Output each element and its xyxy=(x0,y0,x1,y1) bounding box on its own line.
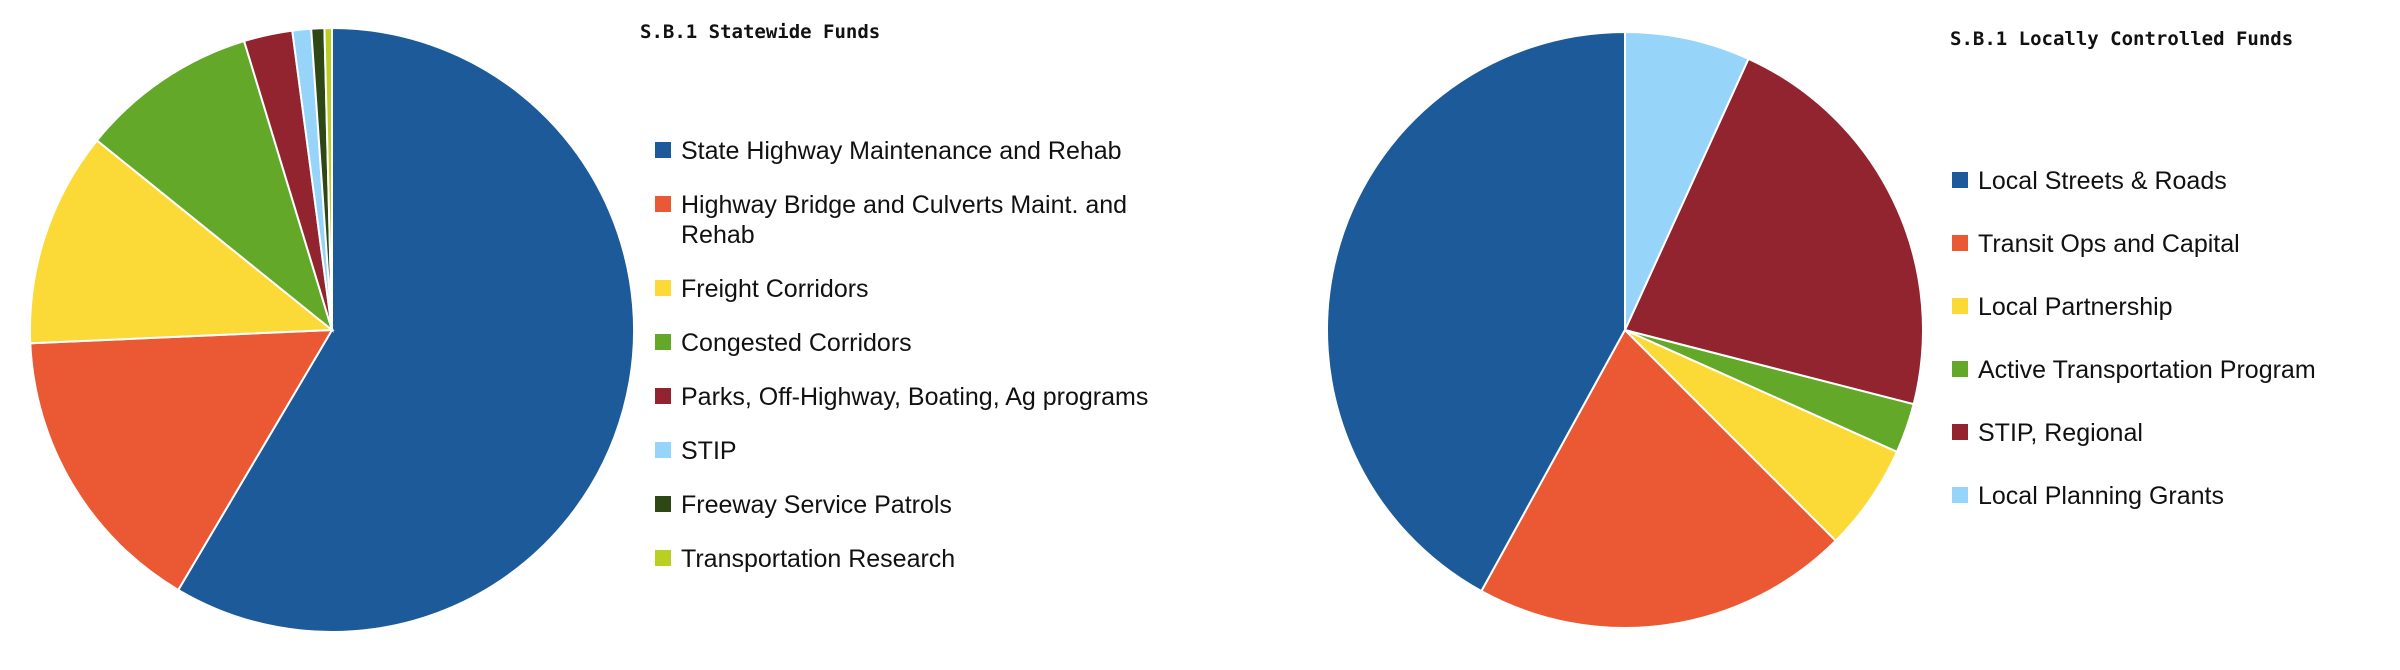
legend-label: Local Streets & Roads xyxy=(1978,167,2227,195)
legend-swatch xyxy=(1952,487,1968,503)
legend-swatch xyxy=(1952,298,1968,314)
legend-swatch xyxy=(1952,235,1968,251)
legend-item-state-highway-maintenance-and-rehab: State Highway Maintenance and Rehab xyxy=(655,137,1122,165)
locally-controlled-funds-chart: S.B.1 Locally Controlled Funds Local Str… xyxy=(1326,28,2316,629)
legend-item-local-streets-and-roads: Local Streets & Roads xyxy=(1952,167,2227,195)
legend-item-highway-bridge-and-culverts-maint-and-rehab: Highway Bridge and Culverts Maint. andRe… xyxy=(655,191,1127,249)
legend-label: Local Planning Grants xyxy=(1978,482,2224,510)
legend-label: Highway Bridge and Culverts Maint. and xyxy=(681,191,1127,219)
pie xyxy=(1326,30,1924,629)
legend-label: Freight Corridors xyxy=(681,275,869,303)
legend: Local Streets & Roads Transit Ops and Cap… xyxy=(1952,167,2316,510)
pie-slice-transportation-research xyxy=(323,26,333,331)
legend-label: STIP, Regional xyxy=(1978,419,2143,447)
legend-label: Transit Ops and Capital xyxy=(1978,230,2240,258)
pie xyxy=(28,26,636,633)
pie-slice-transit-ops-and-capital xyxy=(1480,328,1838,629)
legend: State Highway Maintenance and Rehab Highw… xyxy=(655,137,1148,573)
legend-label: Freeway Service Patrols xyxy=(681,491,952,519)
legend-swatch xyxy=(655,334,671,350)
legend-label: Rehab xyxy=(681,221,755,249)
legend-item-freeway-service-patrols: Freeway Service Patrols xyxy=(655,491,952,519)
legend-swatch xyxy=(655,550,671,566)
legend-swatch xyxy=(655,196,671,212)
pie-slice-local-streets-and-roads xyxy=(1326,30,1626,593)
legend-item-local-partnership: Local Partnership xyxy=(1952,293,2173,321)
legend-label: Active Transportation Program xyxy=(1978,356,2316,384)
pie-slice-congested-corridors xyxy=(95,39,334,333)
legend-swatch xyxy=(655,388,671,404)
legend-label: Congested Corridors xyxy=(681,329,912,357)
legend-label: Parks, Off-Highway, Boating, Ag programs xyxy=(681,383,1148,411)
legend-item-stip-regional: STIP, Regional xyxy=(1952,419,2143,447)
legend-item-local-planning-grants: Local Planning Grants xyxy=(1952,482,2224,510)
legend-label: STIP xyxy=(681,437,737,465)
legend-item-congested-corridors: Congested Corridors xyxy=(655,329,912,357)
legend-swatch xyxy=(655,142,671,158)
legend-item-active-transportation-program: Active Transportation Program xyxy=(1952,356,2316,384)
pie-slice-freight-corridors xyxy=(28,139,335,345)
legend-label: Transportation Research xyxy=(681,545,955,573)
chart-title: S.B.1 Locally Controlled Funds xyxy=(1950,28,2293,50)
legend-item-freight-corridors: Freight Corridors xyxy=(655,275,869,303)
legend-swatch xyxy=(1952,172,1968,188)
legend-swatch xyxy=(655,280,671,296)
pie-slice-highway-bridge-and-culverts-maint-and-rehab xyxy=(29,328,334,592)
legend-swatch xyxy=(655,442,671,458)
legend-item-transit-ops-and-capital: Transit Ops and Capital xyxy=(1952,230,2240,258)
legend-label: Local Partnership xyxy=(1978,293,2173,321)
pie-slice-local-planning-grants xyxy=(1624,30,1750,331)
legend-item-transportation-research: Transportation Research xyxy=(655,545,955,573)
legend-swatch xyxy=(1952,424,1968,440)
statewide-funds-chart: S.B.1 Statewide Funds State Highway Main… xyxy=(28,21,1148,633)
pie-slice-state-highway-maintenance-and-rehab xyxy=(176,26,636,633)
legend-item-parks-off-highway-boating-ag-programs: Parks, Off-Highway, Boating, Ag programs xyxy=(655,383,1148,411)
legend-swatch xyxy=(1952,361,1968,377)
chart-title: S.B.1 Statewide Funds xyxy=(640,21,880,43)
legend-item-stip: STIP xyxy=(655,437,737,465)
legend-swatch xyxy=(655,496,671,512)
pie-slice-stip-regional xyxy=(1623,57,1924,406)
legend-label: State Highway Maintenance and Rehab xyxy=(681,137,1122,165)
